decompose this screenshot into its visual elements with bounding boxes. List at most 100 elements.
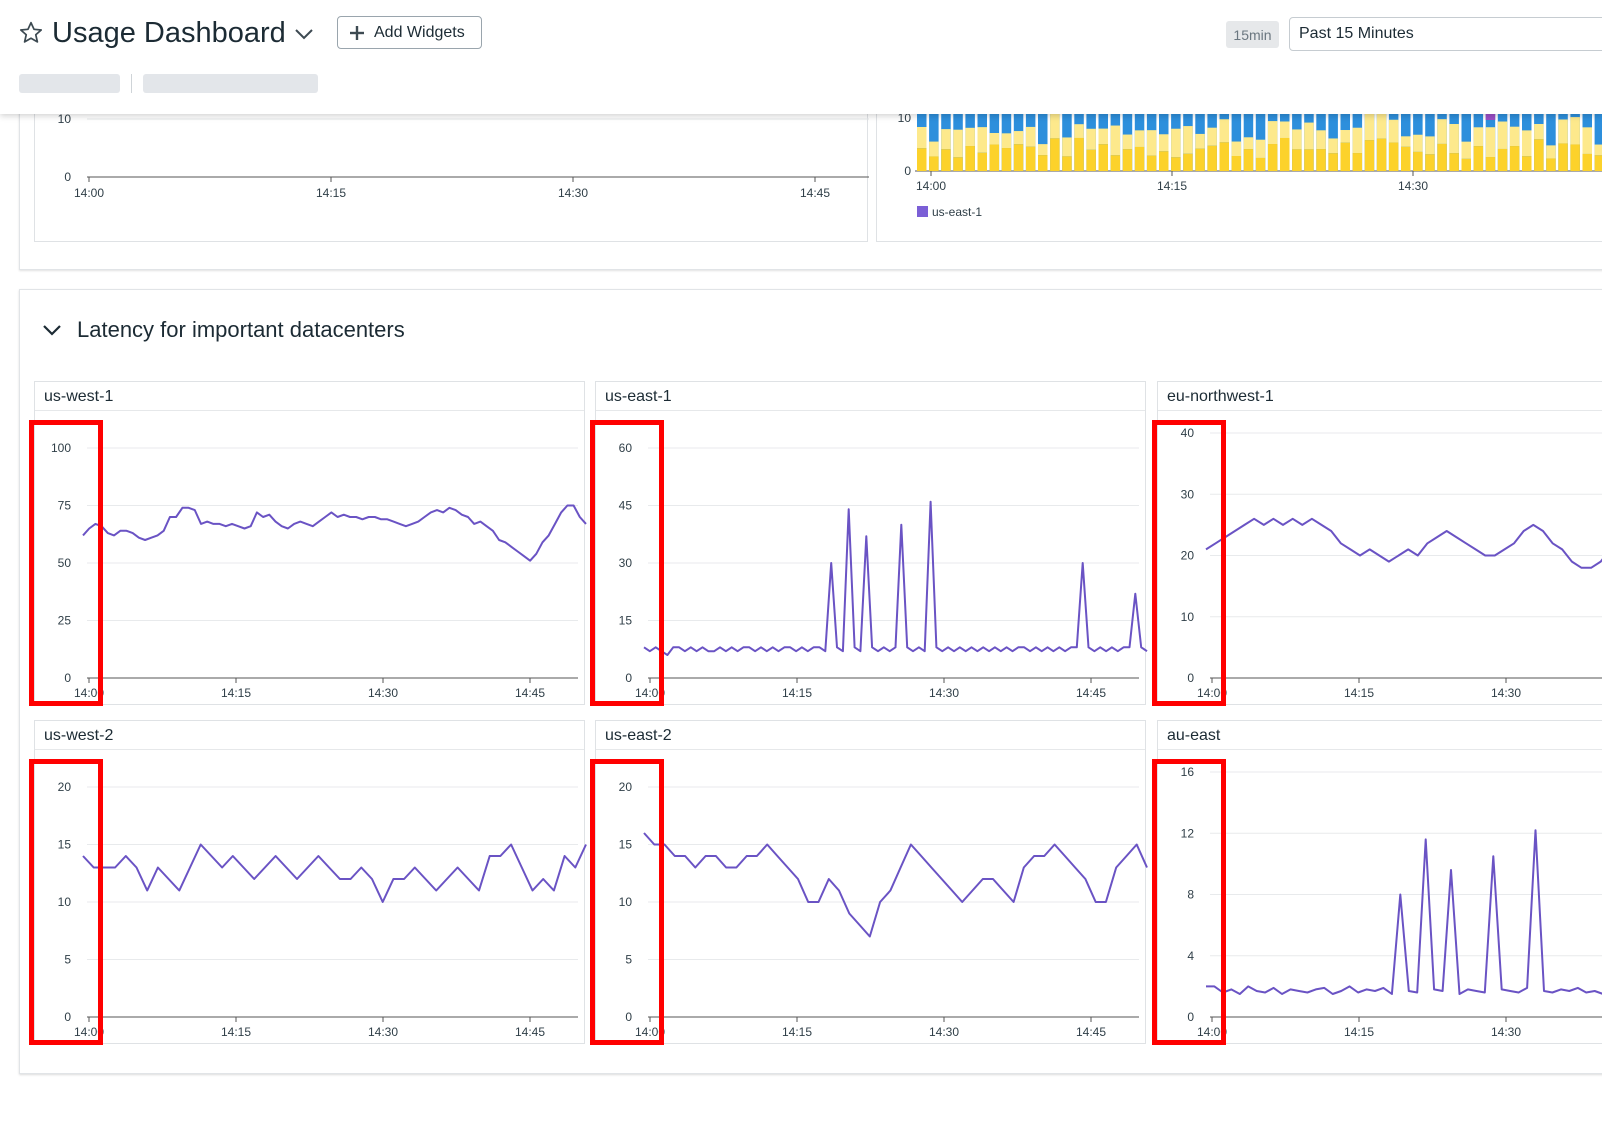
y-tick-label: 10 <box>1181 610 1195 624</box>
stacked-bar <box>1110 112 1121 171</box>
y-tick-label: 15 <box>619 838 633 852</box>
latency-chart: 16 12 8 4 014:00 14:15 14:30 <box>1181 765 1602 1039</box>
stacked-bar <box>1134 112 1145 171</box>
stacked-bar <box>1074 112 1084 171</box>
y-tick-label: 0 <box>625 671 632 685</box>
stacked-bar <box>1340 112 1350 171</box>
x-tick-label: 14:30 <box>1398 179 1428 193</box>
stacked-bar <box>1207 112 1217 171</box>
stacked-bar <box>1171 112 1181 171</box>
y-tick-label: 20 <box>619 780 633 794</box>
series-line <box>1206 829 1602 995</box>
widget-title-separator <box>35 749 584 750</box>
widget-title: us-east-2 <box>605 727 672 744</box>
x-tick-label: 14:30 <box>929 1025 959 1039</box>
y-tick-label: 16 <box>1181 765 1195 779</box>
stacked-bar <box>1025 112 1036 171</box>
divider <box>131 74 132 93</box>
y-axis-highlight <box>29 420 103 706</box>
widget-title: au-east <box>1167 727 1221 744</box>
widget-title-separator <box>1158 749 1602 750</box>
stacked-bar <box>941 112 951 171</box>
x-tick-label: 14:00 <box>1197 686 1227 700</box>
x-tick-label: 14:30 <box>368 686 398 700</box>
x-tick-label: 14:00 <box>635 686 665 700</box>
widget-title-separator <box>35 410 584 411</box>
latency-widget[interactable]: au-east 16 12 8 4 0 14:00 14:15 14:30 <box>1152 720 1602 1045</box>
latency-widget[interactable]: us-west-1 100 75 50 25 0 14:00 14:15 14:30 14:45 <box>29 381 587 706</box>
stacked-bar <box>1425 112 1435 171</box>
stacked-bar <box>1219 112 1229 171</box>
x-tick-label: 14:15 <box>316 186 346 200</box>
dashboard-title: Usage Dashboard <box>52 17 286 49</box>
y-tick-label: 0 <box>64 671 71 685</box>
x-tick-label: 14:15 <box>1344 1025 1374 1039</box>
latency-chart: 100 75 50 25 014:00 14:15 14:30 14:45 <box>51 441 587 700</box>
latency-widget[interactable]: us-east-1 60 45 30 15 0 14:00 14:15 14:30 14:45 <box>590 381 1148 706</box>
stacked-bar <box>1292 112 1302 171</box>
series-line <box>1205 517 1602 569</box>
widget-title: eu-northwest-1 <box>1167 388 1274 405</box>
plus-icon <box>350 25 364 40</box>
y-tick-label: 5 <box>64 953 71 967</box>
stacked-bar <box>1086 112 1096 171</box>
star-icon[interactable] <box>18 20 44 46</box>
stacked-bar <box>1267 112 1278 171</box>
y-tick-label: 8 <box>1187 888 1194 902</box>
stacked-bar <box>977 112 987 171</box>
y-tick-label: 10 <box>58 895 72 909</box>
x-tick-label: 14:45 <box>1076 686 1106 700</box>
top-left-widget: 10 0 14:00 14:15 14:30 14:45 <box>34 60 869 242</box>
stacked-bar <box>1473 112 1484 171</box>
stacked-bar <box>1183 112 1193 171</box>
x-tick-label: 14:00 <box>1197 1025 1227 1039</box>
widget-title: us-west-1 <box>44 388 114 405</box>
stacked-bar <box>1038 112 1048 171</box>
latency-widget[interactable]: eu-northwest-1 40 30 20 10 0 14:00 14:15 14:30 <box>1152 381 1602 706</box>
stacked-bar <box>1352 112 1363 171</box>
add-widgets-button[interactable]: Add Widgets <box>337 16 482 49</box>
stacked-bar <box>1558 112 1568 171</box>
widget-title-separator <box>1158 410 1602 411</box>
x-tick-label: 14:15 <box>782 686 812 700</box>
latency-widget[interactable]: us-west-2 20 15 10 5 0 14:00 14:15 14:30 14:45 <box>29 720 587 1045</box>
x-tick-label: 14:30 <box>558 186 588 200</box>
series-line <box>643 832 1148 938</box>
x-tick-label: 14:30 <box>929 686 959 700</box>
latency-widget[interactable]: us-east-2 20 15 10 5 0 14:00 14:15 14:30 14:45 <box>590 720 1148 1045</box>
top-right-widget: 10 0 14:00 14:15 14:30 us-east-1 <box>876 60 1602 242</box>
y-axis-highlight <box>1152 420 1226 706</box>
stacked-bar <box>1570 112 1580 171</box>
x-tick-label: 14:00 <box>74 1025 104 1039</box>
stacked-bar <box>1437 112 1447 171</box>
legend-label[interactable]: us-east-1 <box>932 205 982 219</box>
series-line <box>643 500 1148 656</box>
stacked-bar <box>1485 112 1496 171</box>
x-tick-label: 14:45 <box>1076 1025 1106 1039</box>
stacked-bar <box>1122 112 1133 171</box>
y-tick-label: 100 <box>51 441 71 455</box>
chevron-down-icon[interactable] <box>292 24 316 44</box>
stacked-bar <box>1231 112 1242 171</box>
x-tick-label: 14:45 <box>800 186 830 200</box>
stacked-bar <box>1534 112 1544 171</box>
y-tick-label: 12 <box>1181 826 1195 840</box>
stacked-bar <box>1255 112 1266 171</box>
stacked-bar <box>1364 110 1375 171</box>
y-tick-label: 15 <box>619 614 633 628</box>
x-tick-label: 14:30 <box>368 1025 398 1039</box>
y-tick-label: 0 <box>64 1010 71 1024</box>
x-tick-label: 14:00 <box>635 1025 665 1039</box>
x-tick-label: 14:00 <box>74 686 104 700</box>
y-tick-label: 40 <box>1181 426 1195 440</box>
y-tick-label: 10 <box>898 111 912 125</box>
chevron-down-icon[interactable] <box>41 320 63 340</box>
latency-chart: 20 15 10 5 014:00 14:15 14:30 14:45 <box>619 780 1148 1039</box>
stacked-bar <box>1159 112 1169 171</box>
x-tick-label: 14:30 <box>1491 1025 1521 1039</box>
group-title: Latency for important datacenters <box>77 317 405 342</box>
stacked-bar <box>1195 112 1205 171</box>
stacked-bar <box>1376 111 1387 171</box>
time-range-select[interactable]: Past 15 Minutes <box>1289 17 1602 51</box>
stacked-bar <box>965 112 975 171</box>
